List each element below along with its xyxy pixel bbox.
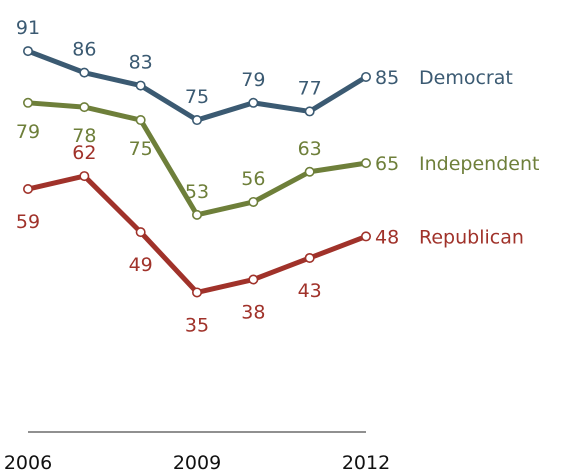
x-tick-label: 2006 bbox=[4, 452, 52, 473]
data-point bbox=[192, 287, 203, 298]
data-label: 75 bbox=[129, 138, 153, 160]
data-point bbox=[79, 102, 90, 113]
data-point bbox=[135, 227, 146, 238]
data-label: 78 bbox=[72, 125, 96, 147]
series-name-label: Independent bbox=[419, 153, 539, 175]
data-point bbox=[304, 106, 315, 117]
data-label: 79 bbox=[16, 121, 40, 143]
data-point bbox=[79, 67, 90, 78]
series-layer: 91 86 83 75 79 77 85 Democrat 79 78 75 53 56 63 65 Inde… bbox=[16, 17, 540, 336]
data-label: 62 bbox=[72, 142, 96, 164]
end-value-label: 48 bbox=[375, 226, 399, 248]
data-label: 56 bbox=[241, 168, 265, 190]
x-tick-label: 2012 bbox=[342, 452, 390, 473]
data-point bbox=[248, 196, 259, 207]
data-point bbox=[304, 166, 315, 177]
data-point bbox=[360, 158, 371, 169]
data-label: 63 bbox=[298, 138, 322, 160]
data-label: 49 bbox=[129, 254, 153, 276]
data-point bbox=[22, 184, 33, 195]
x-axis: 2006 2009 2012 bbox=[4, 431, 390, 473]
data-point bbox=[135, 80, 146, 91]
series-name-label: Democrat bbox=[419, 67, 513, 89]
data-label: 35 bbox=[185, 314, 209, 336]
data-point bbox=[192, 115, 203, 126]
series-independent: 79 78 75 53 56 63 65 Independent bbox=[16, 97, 539, 220]
data-point bbox=[135, 115, 146, 126]
data-label: 86 bbox=[72, 39, 96, 61]
data-point bbox=[248, 274, 259, 285]
end-value-label: 65 bbox=[375, 153, 399, 175]
data-point bbox=[22, 97, 33, 108]
data-label: 83 bbox=[129, 52, 153, 74]
data-point bbox=[360, 231, 371, 242]
x-tick-label: 2009 bbox=[173, 452, 221, 473]
data-label: 53 bbox=[185, 181, 209, 203]
series-name-label: Republican bbox=[419, 226, 524, 248]
data-label: 75 bbox=[185, 86, 209, 108]
data-point bbox=[79, 171, 90, 182]
data-point bbox=[360, 71, 371, 82]
data-point bbox=[304, 252, 315, 263]
data-label: 59 bbox=[16, 211, 40, 233]
data-point bbox=[192, 209, 203, 220]
data-label: 43 bbox=[298, 280, 322, 302]
series-republican: 59 62 49 35 38 43 48 Republican bbox=[16, 142, 524, 336]
end-value-label: 85 bbox=[375, 67, 399, 89]
data-label: 79 bbox=[241, 69, 265, 91]
series-democrat: 91 86 83 75 79 77 85 Democrat bbox=[16, 17, 513, 126]
data-label: 38 bbox=[241, 302, 265, 324]
data-point bbox=[248, 97, 259, 108]
data-point bbox=[22, 46, 33, 57]
data-label: 91 bbox=[16, 17, 40, 39]
data-label: 77 bbox=[298, 77, 322, 99]
